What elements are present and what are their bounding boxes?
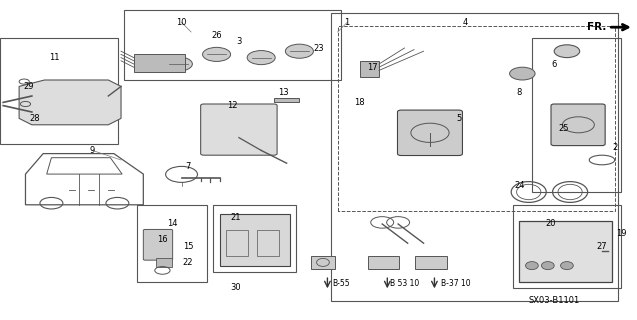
Text: 14: 14: [167, 220, 177, 228]
Text: B-55: B-55: [332, 279, 350, 288]
Text: 16: 16: [157, 236, 168, 244]
Text: 21: 21: [231, 213, 241, 222]
Circle shape: [510, 67, 535, 80]
Ellipse shape: [526, 262, 538, 269]
FancyBboxPatch shape: [551, 104, 605, 146]
Bar: [156, 258, 172, 267]
Bar: [415, 256, 447, 269]
Bar: [368, 256, 399, 269]
Text: 1: 1: [345, 18, 350, 27]
Text: 28: 28: [30, 114, 40, 123]
Circle shape: [554, 45, 580, 58]
Text: 22: 22: [183, 258, 193, 267]
Text: 30: 30: [231, 284, 241, 292]
Text: 4: 4: [462, 18, 468, 27]
Text: 19: 19: [616, 229, 626, 238]
Ellipse shape: [561, 262, 573, 269]
Bar: [220, 214, 290, 266]
Text: 9: 9: [90, 146, 95, 155]
Text: 20: 20: [546, 220, 556, 228]
Text: 12: 12: [227, 101, 238, 110]
Text: B 53 10: B 53 10: [390, 279, 419, 288]
Bar: [134, 54, 185, 72]
Bar: [257, 230, 279, 256]
Bar: [519, 221, 612, 282]
Text: 3: 3: [236, 37, 241, 46]
Text: 29: 29: [24, 82, 34, 91]
Text: 13: 13: [278, 88, 289, 97]
Text: 18: 18: [355, 98, 365, 107]
Text: 10: 10: [176, 18, 187, 27]
Text: 8: 8: [517, 88, 522, 97]
Text: 6: 6: [552, 60, 557, 68]
Bar: [311, 256, 335, 269]
Circle shape: [285, 44, 313, 58]
Text: 23: 23: [313, 44, 324, 52]
Text: 7: 7: [185, 162, 190, 171]
FancyBboxPatch shape: [143, 229, 173, 260]
Polygon shape: [19, 80, 121, 125]
Text: 26: 26: [211, 31, 222, 40]
Text: FR.: FR.: [587, 22, 606, 32]
Bar: [360, 61, 379, 77]
Text: 11: 11: [49, 53, 59, 62]
Text: 24: 24: [514, 181, 524, 190]
Bar: [226, 230, 248, 256]
FancyBboxPatch shape: [397, 110, 462, 156]
FancyBboxPatch shape: [201, 104, 277, 155]
Text: 27: 27: [597, 242, 607, 251]
Text: 17: 17: [368, 63, 378, 72]
Ellipse shape: [541, 262, 554, 269]
Text: 5: 5: [456, 114, 461, 123]
Bar: [274, 98, 299, 102]
Text: 2: 2: [612, 143, 617, 152]
Circle shape: [203, 47, 231, 61]
Text: 25: 25: [559, 124, 569, 132]
Circle shape: [247, 51, 275, 65]
Circle shape: [164, 57, 192, 71]
Text: SX03-B1101: SX03-B1101: [529, 296, 580, 305]
Text: 15: 15: [183, 242, 193, 251]
Text: B-37 10: B-37 10: [441, 279, 470, 288]
